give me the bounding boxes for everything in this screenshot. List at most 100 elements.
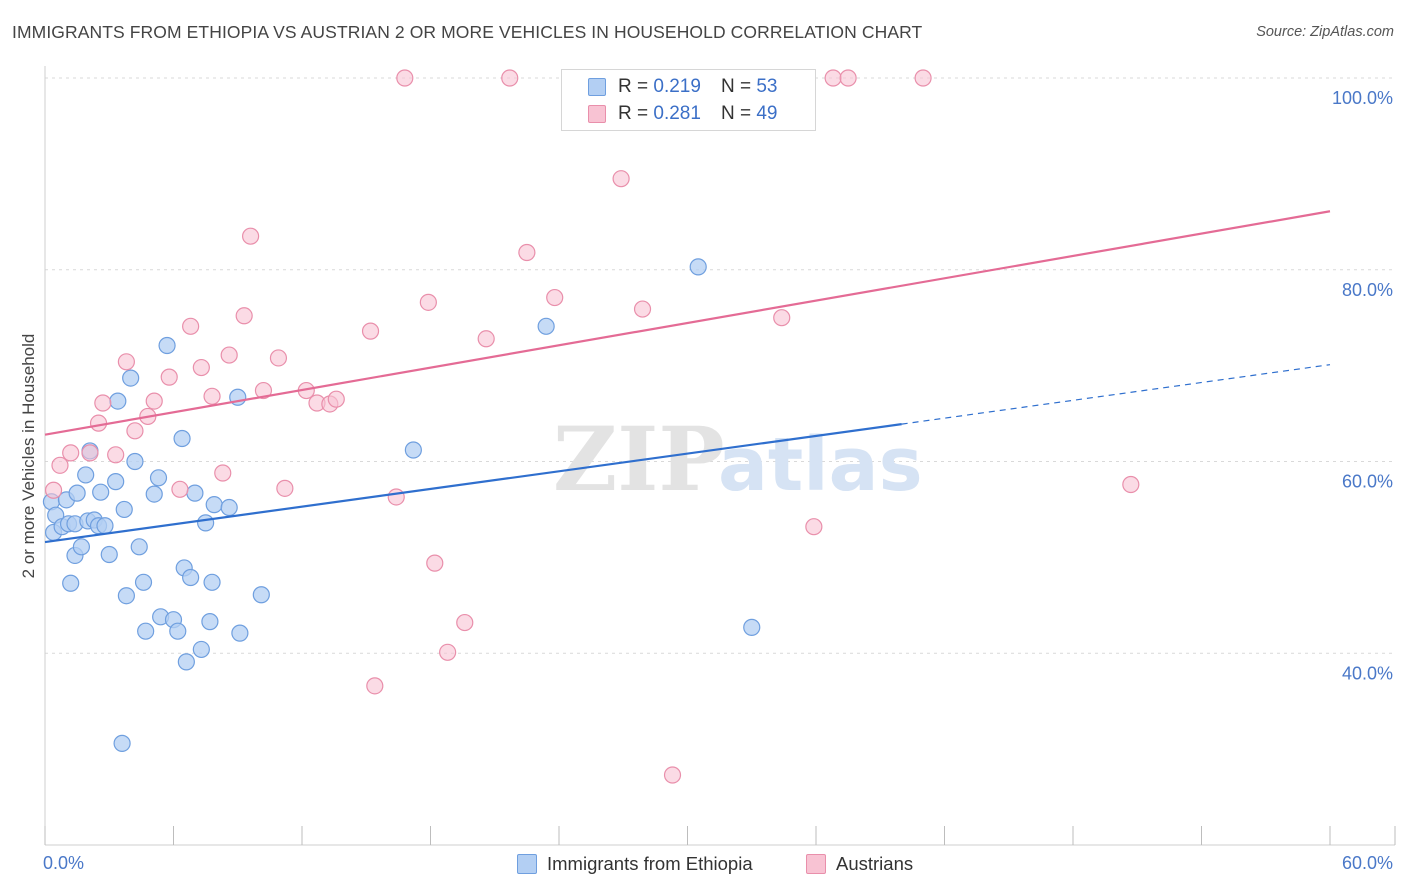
series-ethiopia-points (42, 258, 761, 752)
austrians-point (914, 69, 932, 87)
austrians-point (254, 381, 273, 400)
bottom-legend-label: Immigrants from Ethiopia (547, 853, 753, 874)
chart-title: IMMIGRANTS FROM ETHIOPIA VS AUSTRIAN 2 O… (12, 22, 923, 42)
bottom-legend-label: Austrians (836, 853, 914, 874)
ethiopia-point (115, 500, 133, 519)
stats-legend: R = 0.219 N = 53 R = 0.281 N = 49 (561, 69, 816, 131)
gridlines (45, 77, 1395, 654)
ethiopia-point (177, 653, 195, 671)
legend-n-label: N = (720, 76, 752, 97)
ethiopia-point (113, 734, 131, 752)
austrians-point (242, 227, 260, 245)
austrians-point (51, 456, 69, 474)
austrians-point (456, 613, 474, 632)
austrians-point (419, 293, 437, 311)
ethiopia-point (252, 586, 270, 604)
y-tick-label: 80.0% (1342, 280, 1393, 300)
ethiopia-point (173, 429, 191, 448)
austrians-point (126, 422, 144, 440)
ethiopia-point (137, 622, 155, 640)
austrians-point (94, 394, 112, 412)
austrians-point (220, 346, 238, 364)
austrians-point (235, 307, 253, 325)
austrians-point (81, 444, 99, 462)
legend-r-value: 0.281 (653, 103, 701, 124)
austrians-point (171, 480, 189, 498)
austrians-trend-line (44, 210, 1331, 436)
austrians-point (839, 69, 857, 87)
y-axis-title: 2 or more Vehicles in Household (19, 334, 38, 579)
austrians-point (518, 243, 536, 262)
austrians-point (805, 518, 823, 536)
ethiopia-point (134, 573, 153, 591)
austrians-point (62, 444, 80, 462)
ethiopia-point (107, 473, 125, 491)
ethiopia-point (197, 514, 215, 532)
watermark: ZIP atlas (553, 407, 923, 511)
ethiopia-point (537, 317, 555, 335)
ethiopia-point (205, 496, 223, 514)
ethiopia-point (117, 587, 135, 605)
axes (44, 66, 1396, 846)
austrians-point (145, 392, 163, 410)
austrians-point (633, 300, 652, 318)
ethiopia-point (122, 369, 140, 387)
ethiopia-point (158, 336, 176, 355)
austrians-point (160, 368, 178, 386)
austrians-point (182, 317, 200, 335)
ethiopia-trend-line (44, 423, 902, 544)
legend-n-label: N = (720, 103, 752, 124)
legend-row-austrians: R = 0.281 N = 49 (588, 102, 777, 126)
ethiopia-point (201, 613, 219, 631)
ethiopia-point (220, 498, 238, 517)
y-tick-label: 40.0% (1342, 663, 1393, 683)
ethiopia-point (743, 618, 761, 636)
austrians-point (396, 69, 414, 87)
austrians-point (107, 446, 125, 464)
series-austrians-points (44, 69, 1140, 784)
bottom-legend-swatch-blue (517, 854, 537, 874)
austrians-point (269, 349, 288, 367)
trend-lines (44, 210, 1331, 544)
bottom-legend-ethiopia: Immigrants from Ethiopia (517, 851, 753, 877)
ethiopia-point (68, 484, 86, 502)
legend-row-ethiopia: R = 0.219 N = 53 (588, 75, 777, 99)
austrians-point (387, 488, 405, 506)
austrians-point (361, 322, 380, 340)
austrians-point (501, 69, 519, 87)
austrians-point (44, 481, 63, 499)
austrians-point (1122, 475, 1140, 494)
austrians-point (546, 288, 564, 307)
ethiopia-point (62, 574, 80, 592)
x-tick-labels: 0.0% 60.0% (43, 853, 1393, 873)
ethiopia-point (109, 392, 127, 410)
legend-n-value: 49 (756, 103, 778, 124)
ethiopia-point (145, 485, 163, 503)
legend-n-value: 53 (756, 76, 778, 97)
x-tick-label: 60.0% (1342, 853, 1393, 873)
austrians-point (426, 554, 444, 572)
austrians-point (327, 390, 345, 408)
watermark-zip: ZIP (553, 407, 725, 511)
ethiopia-point (182, 568, 200, 587)
ethiopia-point (126, 452, 144, 471)
ethiopia-trend-line-extension (901, 364, 1331, 425)
ethiopia-point (100, 545, 118, 564)
bottom-legend-swatch-pink (806, 854, 826, 874)
austrians-point (439, 643, 457, 661)
ethiopia-point (203, 573, 221, 591)
y-tick-label: 60.0% (1342, 472, 1393, 492)
legend-r-value: 0.219 (653, 76, 701, 97)
austrians-point (214, 464, 232, 482)
austrians-point (477, 330, 495, 348)
legend-r-label: R = (618, 103, 649, 124)
austrians-point (276, 479, 294, 497)
source-label: Source: ZipAtlas.com (1256, 24, 1394, 40)
ethiopia-point (130, 538, 148, 556)
ethiopia-point (192, 640, 210, 659)
ethiopia-point (231, 624, 249, 642)
austrians-point (366, 677, 384, 695)
ethiopia-point (689, 258, 707, 276)
ethiopia-point (404, 441, 422, 459)
